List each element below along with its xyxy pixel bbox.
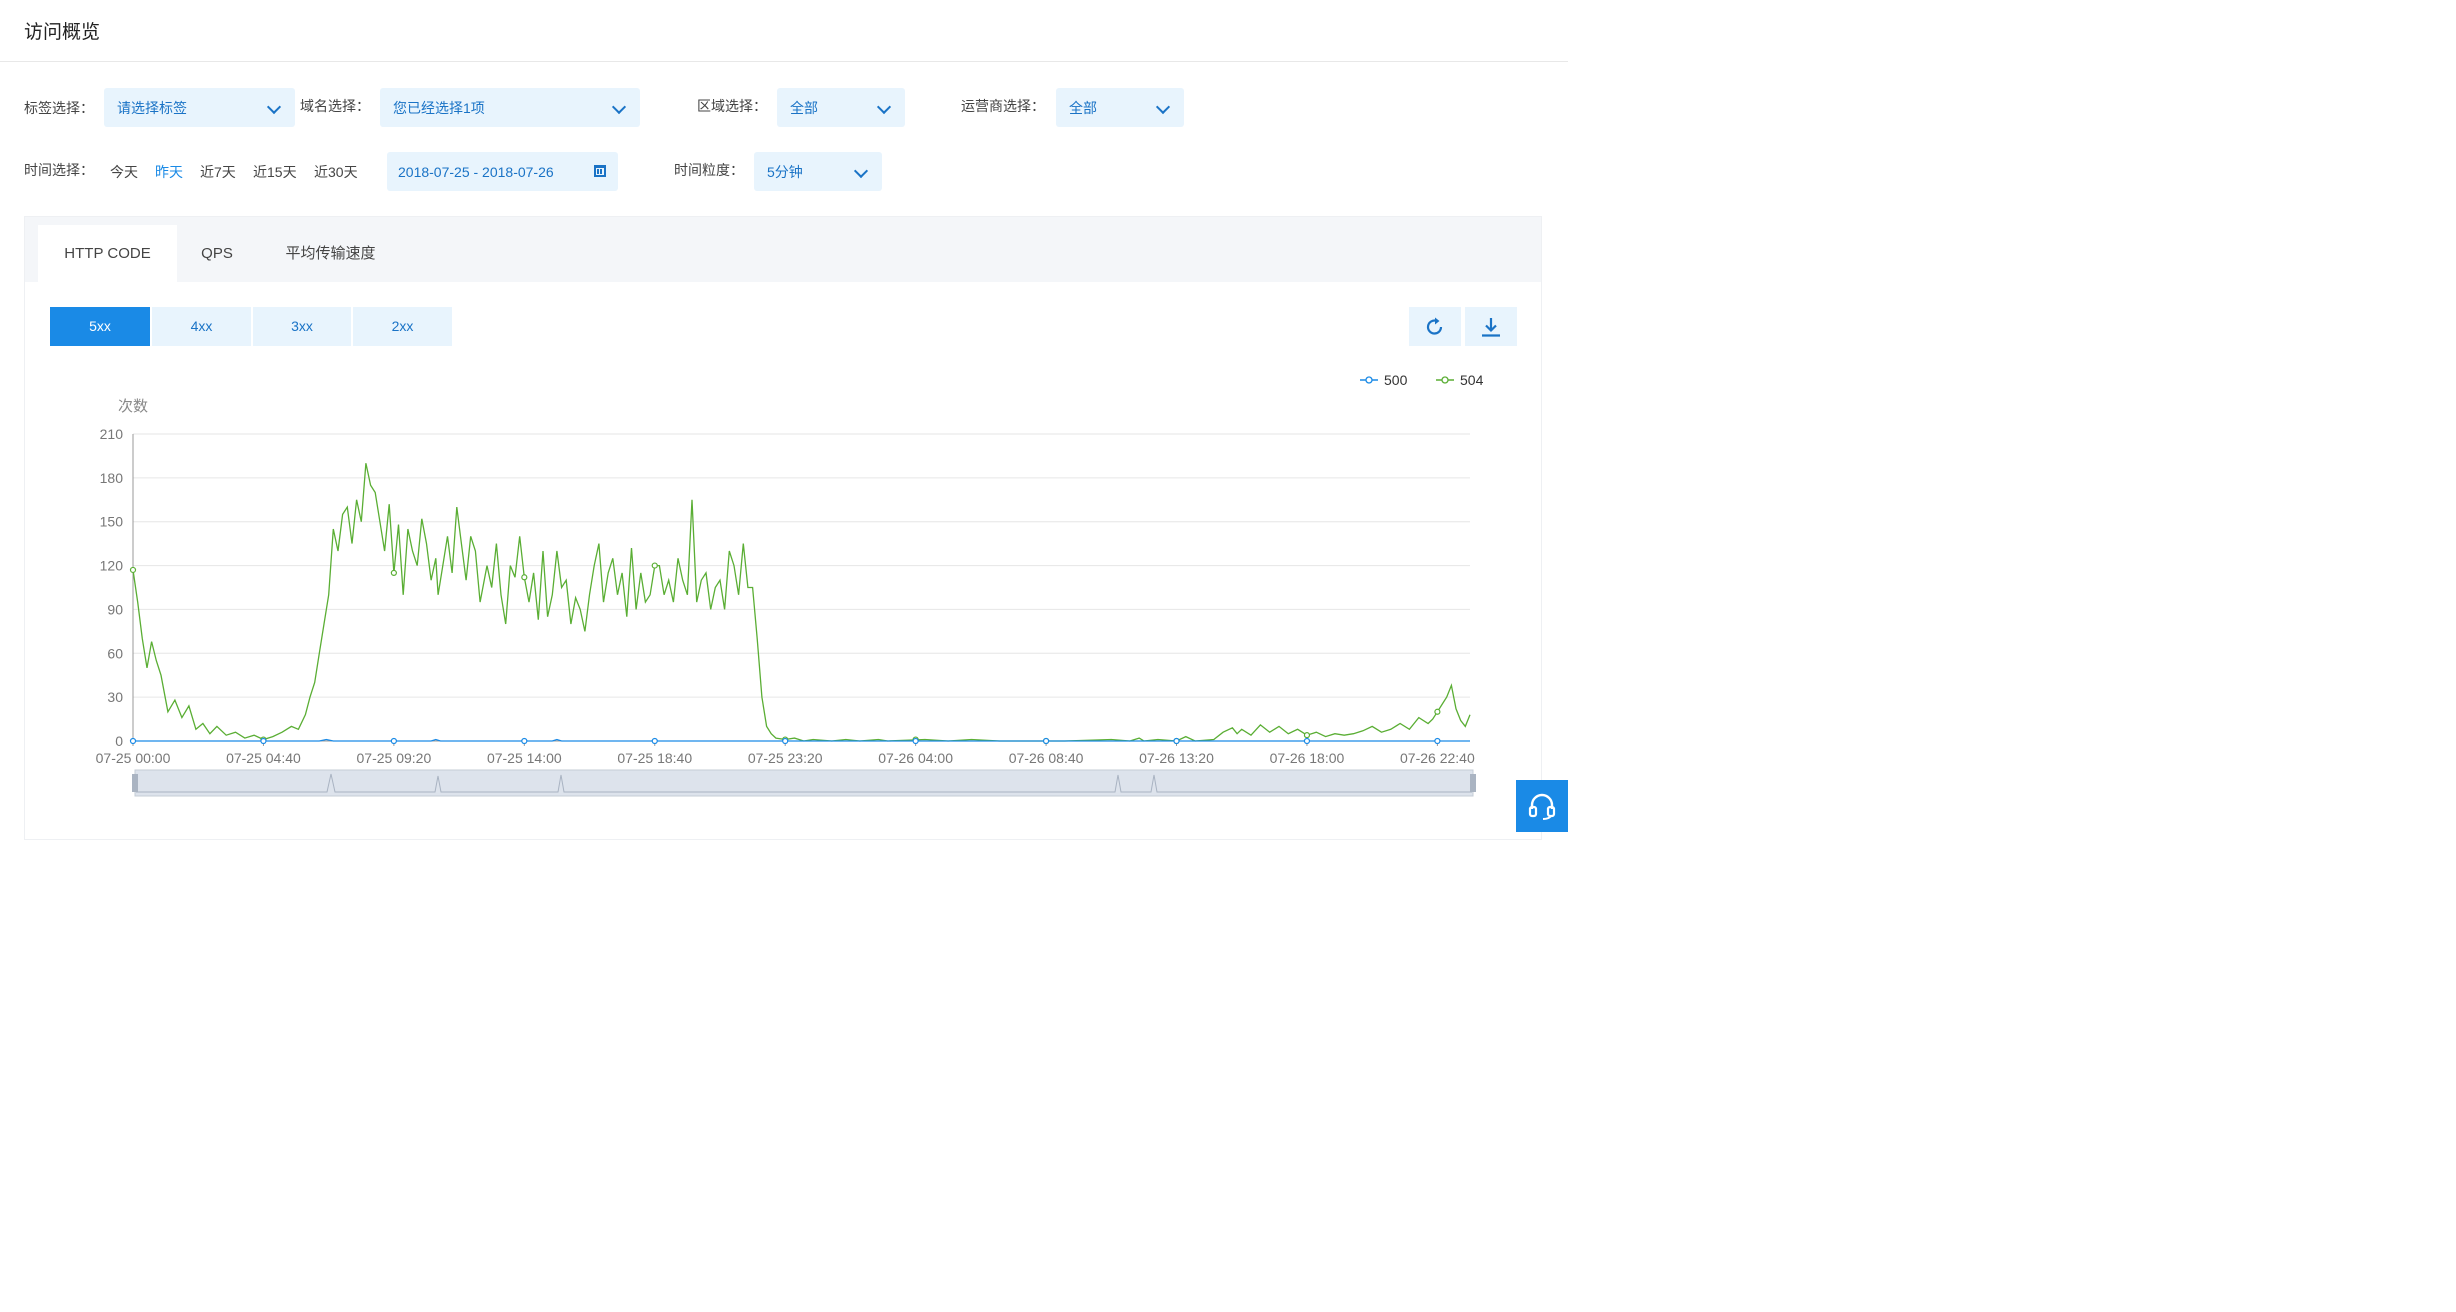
region-label: 区域选择： — [697, 98, 767, 114]
headset-icon — [1528, 793, 1556, 820]
tab-avg-speed[interactable]: 平均传输速度 — [285, 245, 376, 262]
quick-range-15d[interactable]: 近15天 — [253, 164, 297, 180]
domain-select-value: 您已经选择1项 — [393, 99, 485, 116]
time-label: 时间选择： — [24, 162, 94, 178]
quick-range-7d[interactable]: 近7天 — [200, 164, 236, 180]
tab-qps[interactable]: QPS — [201, 245, 233, 262]
tab-bar: HTTP CODE QPS 平均传输速度 — [25, 217, 1541, 282]
download-icon — [1482, 317, 1500, 337]
region-select-value: 全部 — [790, 99, 818, 116]
chart-panel: HTTP CODE QPS 平均传输速度 5xx 4xx 3xx 2xx — [24, 216, 1542, 840]
quick-range-yesterday[interactable]: 昨天 — [155, 164, 183, 180]
calendar-icon — [594, 165, 606, 177]
date-range-picker[interactable]: 2018-07-25 - 2018-07-26 — [387, 152, 618, 191]
refresh-icon — [1426, 317, 1443, 335]
code-2xx-button[interactable]: 2xx — [353, 307, 452, 346]
tag-select[interactable]: 请选择标签 — [104, 88, 295, 127]
chevron-down-icon — [853, 163, 869, 179]
granularity-select[interactable]: 5分钟 — [754, 152, 882, 191]
granularity-select-value: 5分钟 — [767, 163, 803, 180]
isp-label: 运营商选择： — [961, 98, 1045, 114]
region-select[interactable]: 全部 — [777, 88, 905, 127]
domain-label: 域名选择： — [300, 98, 370, 114]
granularity-label: 时间粒度： — [674, 162, 744, 178]
chevron-down-icon — [876, 99, 892, 115]
chevron-down-icon — [266, 99, 282, 115]
help-button[interactable] — [1516, 780, 1568, 832]
refresh-button[interactable] — [1409, 307, 1461, 346]
chevron-down-icon — [611, 99, 627, 115]
tag-select-value: 请选择标签 — [117, 99, 187, 116]
code-4xx-button[interactable]: 4xx — [152, 307, 251, 346]
domain-select[interactable]: 您已经选择1项 — [380, 88, 640, 127]
isp-select-value: 全部 — [1069, 99, 1097, 116]
code-3xx-button[interactable]: 3xx — [253, 307, 351, 346]
page-header: 访问概览 — [0, 0, 1568, 62]
isp-select[interactable]: 全部 — [1056, 88, 1184, 127]
page-title: 访问概览 — [24, 22, 101, 43]
download-button[interactable] — [1465, 307, 1517, 346]
quick-range-today[interactable]: 今天 — [110, 164, 138, 180]
tag-label: 标签选择： — [24, 100, 94, 116]
code-5xx-button[interactable]: 5xx — [50, 307, 150, 346]
date-range-value: 2018-07-25 - 2018-07-26 — [398, 163, 554, 180]
chevron-down-icon — [1155, 99, 1171, 115]
quick-range-30d[interactable]: 近30天 — [314, 164, 358, 180]
tab-http-code[interactable]: HTTP CODE — [38, 225, 177, 282]
